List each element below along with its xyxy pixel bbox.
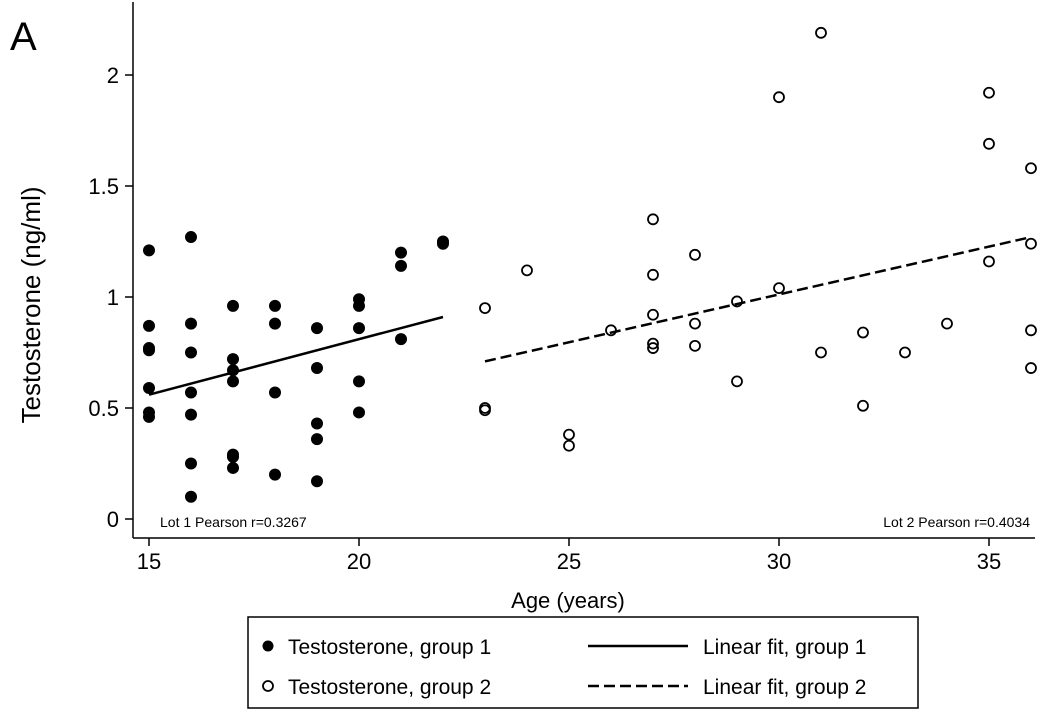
data-point-group1 bbox=[395, 246, 407, 259]
data-point-group1 bbox=[311, 362, 323, 375]
data-point-group2 bbox=[731, 375, 743, 388]
data-point-group1 bbox=[311, 322, 323, 335]
data-point-group2 bbox=[563, 439, 575, 452]
data-point-group1 bbox=[353, 406, 365, 419]
data-point-group1 bbox=[353, 375, 365, 388]
data-point-group1 bbox=[143, 344, 155, 357]
data-point-group1 bbox=[185, 231, 197, 244]
legend-label-group1: Testosterone, group 1 bbox=[288, 636, 491, 659]
data-point-group2 bbox=[731, 295, 743, 308]
data-point-group1 bbox=[353, 322, 365, 335]
data-point-group2 bbox=[857, 326, 869, 339]
y-axis-label: Testosterone (ng/ml) bbox=[16, 187, 46, 424]
data-point-group2 bbox=[941, 317, 953, 330]
data-point-group2 bbox=[689, 339, 701, 352]
data-point-group2 bbox=[479, 302, 491, 315]
legend-marker-group1 bbox=[262, 640, 274, 652]
y-tick-label: 1.5 bbox=[88, 174, 119, 199]
data-point-group2 bbox=[521, 264, 533, 277]
legend-label-fit1: Linear fit, group 1 bbox=[703, 636, 866, 659]
data-point-group1 bbox=[143, 410, 155, 423]
y-tick-label: 0.5 bbox=[88, 396, 119, 421]
data-point-group1 bbox=[311, 417, 323, 430]
data-point-group2 bbox=[983, 137, 995, 150]
data-point-group2 bbox=[479, 404, 491, 417]
data-point-group1 bbox=[227, 353, 239, 366]
data-point-group1 bbox=[311, 433, 323, 446]
data-point-group1 bbox=[185, 386, 197, 399]
data-point-group1 bbox=[185, 408, 197, 421]
fit-line-group2 bbox=[484, 235, 1032, 363]
data-point-group1 bbox=[311, 475, 323, 488]
data-point-group2 bbox=[857, 399, 869, 412]
data-point-group1 bbox=[395, 259, 407, 272]
data-point-group2 bbox=[983, 255, 995, 268]
legend-label-fit2: Linear fit, group 2 bbox=[703, 676, 866, 699]
data-point-group1 bbox=[185, 317, 197, 330]
data-point-group2 bbox=[647, 342, 659, 354]
annotation-lot1: Lot 1 Pearson r=0.3267 bbox=[160, 514, 307, 530]
data-point-group2 bbox=[983, 86, 995, 99]
x-tick-label: 15 bbox=[137, 549, 161, 574]
data-point-group1 bbox=[143, 244, 155, 257]
annotation-lot2: Lot 2 Pearson r=0.4034 bbox=[883, 514, 1030, 530]
data-point-group2 bbox=[773, 282, 785, 295]
data-point-group1 bbox=[227, 450, 239, 463]
x-axis-label: Age (years) bbox=[511, 588, 625, 613]
fit-line-group1 bbox=[148, 315, 444, 396]
data-point-group2 bbox=[647, 308, 659, 321]
data-point-group1 bbox=[269, 386, 281, 399]
data-point-group1 bbox=[185, 457, 197, 470]
y-tick-label: 0 bbox=[107, 507, 119, 532]
data-point-group2 bbox=[1025, 237, 1037, 250]
data-point-group2 bbox=[689, 317, 701, 330]
x-tick-label: 30 bbox=[767, 549, 791, 574]
data-point-group1 bbox=[269, 468, 281, 481]
data-point-group2 bbox=[1025, 162, 1037, 175]
data-point-group2 bbox=[1025, 362, 1037, 374]
y-tick-label: 2 bbox=[107, 63, 119, 88]
data-point-group2 bbox=[815, 346, 827, 359]
data-point-group2 bbox=[563, 428, 575, 441]
data-point-group1 bbox=[227, 375, 239, 388]
data-point-group1 bbox=[227, 299, 239, 312]
legend-marker-group2 bbox=[262, 680, 274, 692]
data-point-group1 bbox=[185, 346, 197, 359]
data-point-group1 bbox=[269, 317, 281, 330]
legend-box bbox=[247, 616, 919, 709]
data-point-group1 bbox=[185, 490, 197, 503]
data-point-group1 bbox=[395, 333, 407, 346]
data-point-group1 bbox=[269, 299, 281, 312]
data-point-group2 bbox=[899, 346, 911, 359]
x-tick-label: 35 bbox=[977, 549, 1001, 574]
legend-label-group2: Testosterone, group 2 bbox=[288, 676, 491, 699]
data-point-group2 bbox=[647, 213, 659, 226]
data-point-group1 bbox=[227, 461, 239, 474]
data-point-group1 bbox=[143, 319, 155, 332]
legend: Testosterone, group 1 Testosterone, grou… bbox=[247, 616, 919, 709]
data-point-group2 bbox=[647, 337, 659, 350]
data-point-group2 bbox=[647, 268, 659, 281]
data-point-group1 bbox=[437, 237, 449, 250]
panel-label: A bbox=[10, 15, 37, 59]
data-point-group2 bbox=[815, 26, 827, 39]
y-tick-label: 1 bbox=[107, 285, 119, 310]
data-point-group1 bbox=[143, 382, 155, 395]
data-point-group2 bbox=[773, 91, 785, 104]
data-point-group1 bbox=[353, 299, 365, 312]
data-point-group2 bbox=[689, 248, 701, 261]
data-point-group2 bbox=[1025, 324, 1037, 337]
x-tick-label: 20 bbox=[347, 549, 371, 574]
x-tick-label: 25 bbox=[557, 549, 581, 574]
